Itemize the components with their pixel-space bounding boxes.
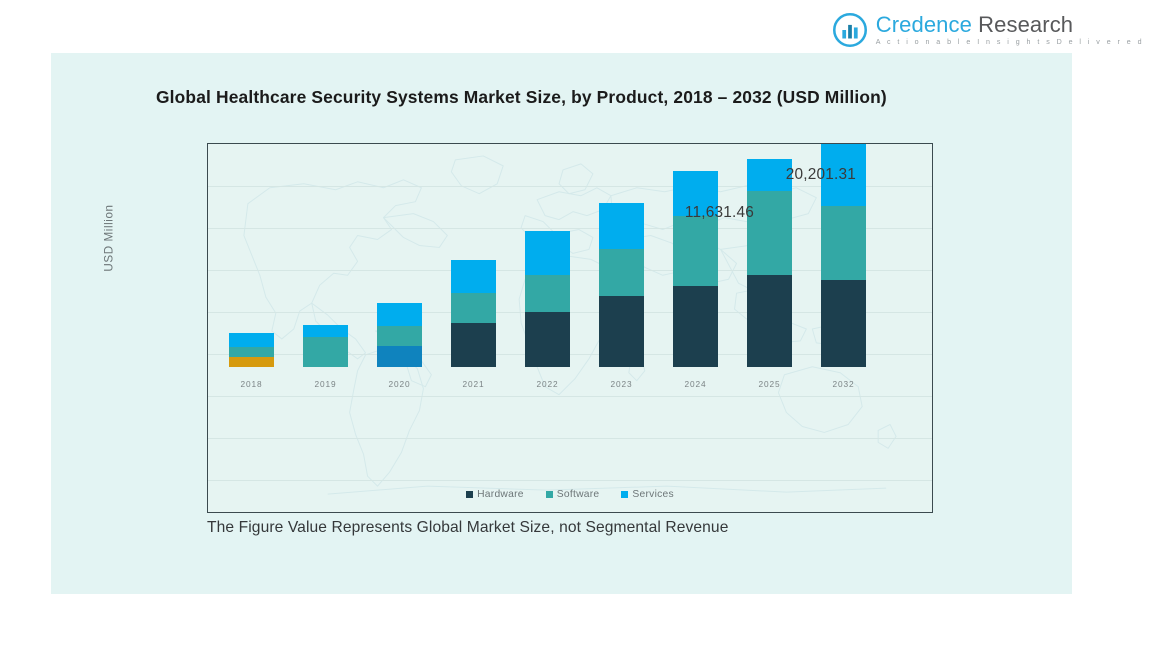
segment-hardware: [229, 357, 274, 367]
segment-services: [229, 333, 274, 347]
x-axis-label: 2032: [832, 379, 855, 389]
segment-software: [821, 206, 866, 280]
chart-panel: Global Healthcare Security Systems Marke…: [51, 53, 1072, 594]
segment-hardware: [673, 286, 718, 367]
brand-name-part2: Research: [978, 11, 1074, 37]
segment-software: [599, 249, 644, 296]
segment-services: [451, 260, 496, 293]
segment-services: [673, 171, 718, 216]
segment-software: [525, 275, 570, 312]
bar-group-2019: 2019: [303, 144, 348, 512]
legend-label: Software: [556, 489, 600, 500]
data-label-2032: 20,201.31: [785, 166, 856, 183]
chart-title: Global Healthcare Security Systems Marke…: [156, 87, 887, 107]
x-axis-label: 2024: [684, 379, 707, 389]
stacked-bar[interactable]: [377, 303, 422, 367]
y-axis-title: USD Million: [102, 204, 116, 272]
segment-software: [303, 337, 348, 367]
bar-group-2024: 2024: [673, 144, 718, 512]
brand-name-part1: Credence: [875, 11, 972, 37]
bar-group-2020: 2020: [377, 144, 422, 512]
segment-hardware: [377, 346, 422, 367]
x-axis-label: 2022: [536, 379, 559, 389]
stacked-bar[interactable]: [821, 144, 866, 367]
x-axis-label: 2020: [388, 379, 411, 389]
data-label-2025: 11,631.46: [684, 204, 754, 221]
segment-hardware: [525, 312, 570, 367]
bar-series-container: 2018 2019 2020: [208, 144, 932, 512]
segment-services: [303, 325, 348, 337]
legend-item-services[interactable]: Services: [621, 489, 674, 500]
brand-name: Credence Research: [875, 11, 1144, 37]
stacked-bar[interactable]: [451, 260, 496, 367]
legend-swatch-icon: [621, 491, 629, 498]
x-axis-label: 2023: [610, 379, 633, 389]
segment-software: [377, 326, 422, 346]
stacked-bar[interactable]: [599, 203, 644, 367]
legend-item-software[interactable]: Software: [545, 489, 600, 500]
segment-services: [599, 203, 644, 249]
segment-services: [377, 303, 422, 326]
chart-legend: Hardware Software Services: [208, 489, 932, 500]
stacked-bar[interactable]: [303, 325, 348, 367]
brand-tagline: A c t i o n a b l e I n s i g h t s D e …: [875, 37, 1144, 46]
legend-swatch-icon: [466, 491, 474, 498]
x-axis-label: 2019: [314, 379, 337, 389]
segment-hardware: [451, 323, 496, 367]
bar-group-2025: 11,631.46 2025: [685, 144, 792, 512]
segment-services: [525, 231, 570, 275]
plot-area: 2018 2019 2020: [207, 143, 933, 513]
segment-hardware: [821, 280, 866, 367]
segment-hardware: [599, 296, 644, 367]
x-axis-label: 2021: [462, 379, 485, 389]
bar-group-2018: 2018: [229, 144, 274, 512]
segment-hardware: [747, 275, 792, 367]
legend-item-hardware[interactable]: Hardware: [466, 489, 524, 500]
stacked-bar[interactable]: [229, 333, 274, 367]
legend-label: Services: [632, 489, 674, 500]
segment-services: [747, 159, 792, 191]
stacked-bar[interactable]: [673, 171, 718, 367]
x-axis-label: 2025: [758, 379, 781, 389]
x-axis-label: 2018: [240, 379, 263, 389]
segment-services: [821, 144, 866, 206]
stacked-bar[interactable]: [747, 159, 792, 367]
segment-software: [747, 191, 792, 275]
segment-software: [673, 216, 718, 286]
segment-software: [451, 293, 496, 323]
brand-wordmark: Credence Research A c t i o n a b l e I …: [875, 11, 1144, 46]
brand-logo: Credence Research A c t i o n a b l e I …: [832, 8, 1144, 52]
bar-group-2023: 2023: [599, 144, 644, 512]
bar-chart-circle-icon: [832, 13, 867, 47]
bar-group-2032: 20,201.31 2032: [786, 144, 866, 512]
legend-swatch-icon: [545, 491, 553, 498]
bar-group-2022: 2022: [525, 144, 570, 512]
stacked-bar[interactable]: [525, 231, 570, 367]
bar-group-2021: 2021: [451, 144, 496, 512]
legend-label: Hardware: [477, 489, 524, 500]
figure-note: The Figure Value Represents Global Marke…: [207, 519, 729, 536]
segment-software: [229, 347, 274, 357]
